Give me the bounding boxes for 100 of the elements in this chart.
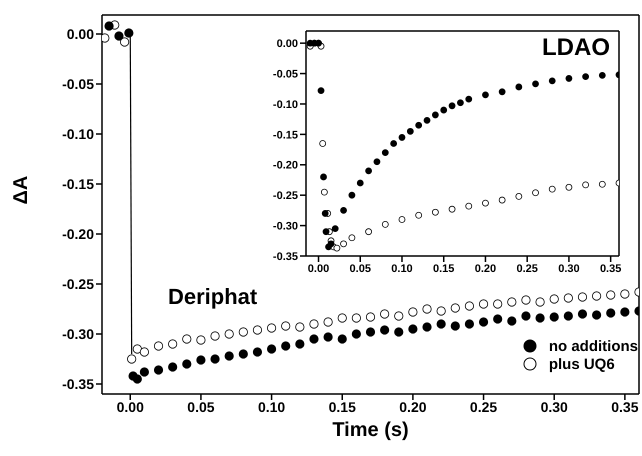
point	[382, 220, 389, 228]
x-tick-label: 0.10	[258, 398, 286, 415]
point	[415, 212, 422, 219]
point	[598, 72, 606, 79]
point	[319, 140, 326, 147]
x-tick-label: 0.30	[558, 262, 580, 275]
point	[398, 216, 406, 223]
point	[578, 309, 588, 319]
point	[266, 323, 276, 333]
point	[390, 140, 398, 147]
point	[348, 192, 356, 199]
y-tick-label: -0.30	[272, 220, 298, 232]
point	[356, 180, 364, 186]
point	[374, 158, 380, 166]
point	[450, 303, 460, 313]
point	[482, 200, 489, 206]
point	[168, 362, 178, 372]
point	[320, 188, 328, 196]
point	[457, 99, 464, 106]
legend-label: plus UQ6	[548, 356, 615, 372]
point	[521, 311, 531, 321]
point	[515, 84, 522, 90]
point	[340, 206, 347, 214]
point	[548, 186, 556, 193]
point	[196, 355, 206, 365]
y-tick-label: -0.15	[272, 129, 298, 142]
point	[309, 319, 319, 329]
point	[464, 301, 474, 311]
x-axis-title: Time (s)	[332, 419, 409, 441]
point	[224, 351, 234, 361]
annotation: LDAO	[542, 34, 610, 62]
point	[348, 234, 356, 242]
y-tick-label: -0.30	[62, 326, 94, 342]
point	[366, 327, 376, 337]
y-tick-label: -0.20	[272, 160, 298, 172]
point	[132, 344, 142, 354]
point	[498, 196, 506, 204]
point	[380, 309, 390, 319]
point	[620, 289, 630, 299]
point	[366, 312, 376, 322]
point	[415, 122, 422, 129]
y-tick-label: -0.05	[62, 76, 94, 92]
point	[582, 73, 590, 80]
point	[132, 374, 142, 384]
point	[532, 189, 539, 196]
point	[465, 202, 472, 210]
y-tick-label: -0.25	[62, 276, 94, 292]
point	[295, 339, 304, 349]
point	[482, 91, 489, 98]
x-tick-label: 0.05	[187, 398, 215, 415]
y-tick-label: -0.10	[62, 126, 94, 142]
x-tick-label: 0.30	[540, 398, 568, 415]
point	[424, 116, 430, 124]
point	[182, 359, 192, 369]
point	[440, 106, 448, 114]
point	[564, 293, 573, 303]
point	[295, 322, 304, 332]
point	[478, 317, 488, 327]
point	[592, 291, 602, 301]
x-tick-label: 0.20	[399, 398, 427, 415]
point	[238, 349, 248, 359]
point	[432, 112, 439, 118]
point	[550, 294, 559, 304]
point	[140, 367, 149, 377]
point	[120, 37, 130, 47]
point	[380, 325, 390, 335]
point	[436, 306, 446, 316]
point	[352, 329, 361, 339]
x-tick-label: 0.10	[391, 262, 413, 275]
point	[535, 297, 545, 307]
point	[333, 244, 340, 252]
point	[507, 297, 516, 307]
point	[124, 28, 134, 38]
point	[535, 313, 545, 323]
x-tick-label: 0.05	[350, 262, 371, 275]
y-tick-label: -0.05	[272, 68, 298, 80]
point	[328, 240, 334, 248]
point	[104, 21, 114, 31]
point	[154, 365, 164, 375]
x-tick-label: 0.00	[308, 262, 330, 275]
point	[338, 334, 347, 344]
legend-label: no additions	[548, 338, 638, 354]
y-tick-label: -0.20	[62, 226, 94, 242]
y-axis-title: ΔA	[10, 176, 32, 204]
point	[196, 335, 206, 345]
point	[436, 319, 446, 329]
point	[266, 344, 276, 354]
y-tick-label: -0.10	[272, 98, 298, 111]
point	[498, 88, 506, 96]
point	[578, 292, 588, 302]
point	[394, 327, 404, 337]
point	[322, 210, 329, 217]
point	[281, 321, 290, 331]
point	[309, 334, 319, 344]
point	[324, 332, 333, 342]
point	[365, 228, 372, 236]
point	[382, 149, 389, 156]
y-tick-label: -0.35	[272, 250, 298, 263]
point	[465, 96, 472, 103]
point	[521, 295, 531, 305]
